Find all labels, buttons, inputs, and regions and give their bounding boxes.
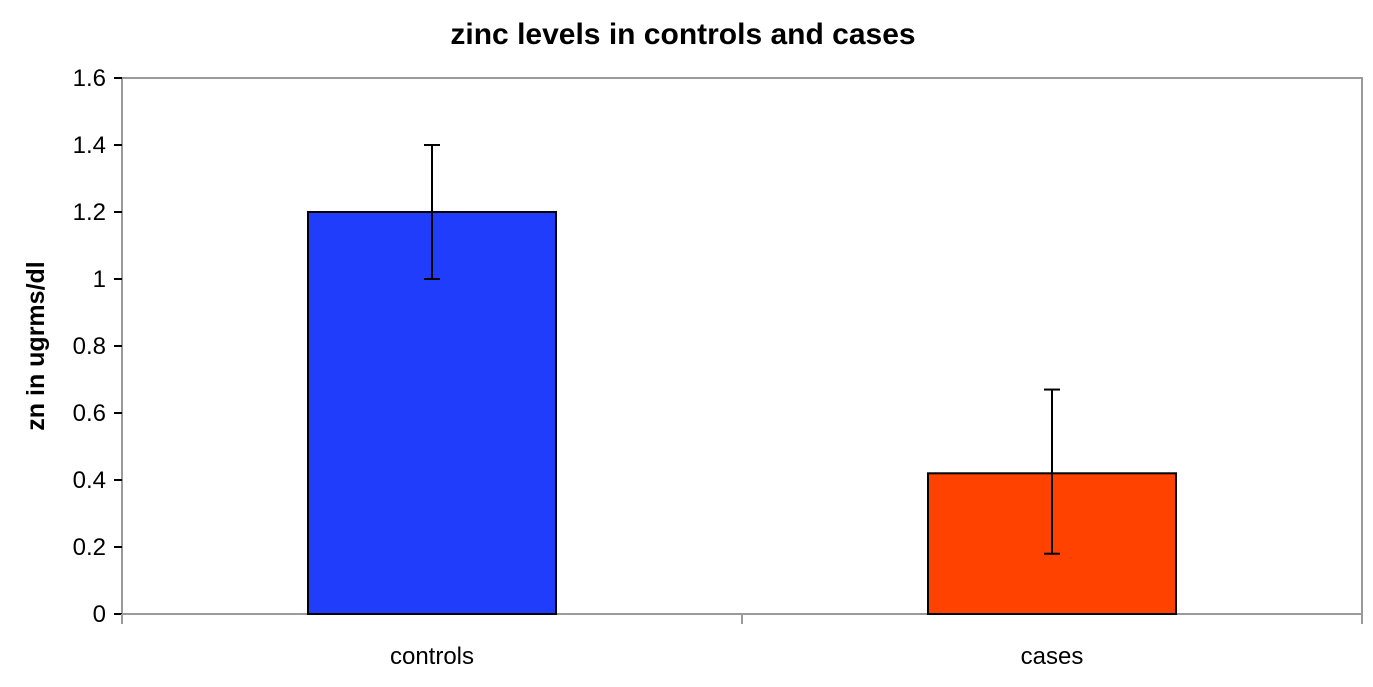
y-tick-label: 0.2: [73, 534, 106, 561]
error-bar-cases: [1044, 388, 1060, 555]
y-tick-label: 0.6: [73, 400, 106, 427]
y-axis: 0 0.2 0.4 0.6 0.8 1 1.2 1.4 1.6: [73, 65, 122, 628]
error-bars: [424, 144, 1060, 555]
y-tick-label: 1.6: [73, 65, 106, 92]
y-tick-label: 1.4: [73, 132, 106, 159]
x-axis: controls cases: [121, 614, 1363, 670]
x-category-label: controls: [390, 643, 474, 670]
error-bar-controls: [424, 144, 440, 280]
chart-title: zinc levels in controls and cases: [450, 18, 915, 51]
x-category-label: cases: [1021, 643, 1084, 670]
y-tick-label: 1: [93, 266, 106, 293]
y-tick-label: 0.4: [73, 467, 106, 494]
y-tick-label: 1.2: [73, 199, 106, 226]
y-tick-label: 0: [93, 601, 106, 628]
y-axis-label: zn in ugrms/dl: [22, 261, 50, 430]
y-tick-label: 0.8: [73, 333, 106, 360]
